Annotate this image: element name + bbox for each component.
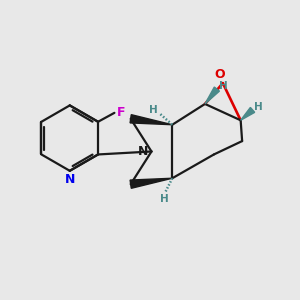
Polygon shape xyxy=(130,115,172,125)
Text: N: N xyxy=(137,145,148,158)
Polygon shape xyxy=(205,87,219,104)
Polygon shape xyxy=(130,178,172,188)
Text: H: H xyxy=(160,194,169,204)
Text: H: H xyxy=(219,81,228,91)
Text: H: H xyxy=(254,102,263,112)
Text: H: H xyxy=(148,105,157,115)
Polygon shape xyxy=(241,107,255,120)
Text: O: O xyxy=(214,68,225,81)
Text: F: F xyxy=(117,106,125,119)
Text: N: N xyxy=(64,172,75,186)
